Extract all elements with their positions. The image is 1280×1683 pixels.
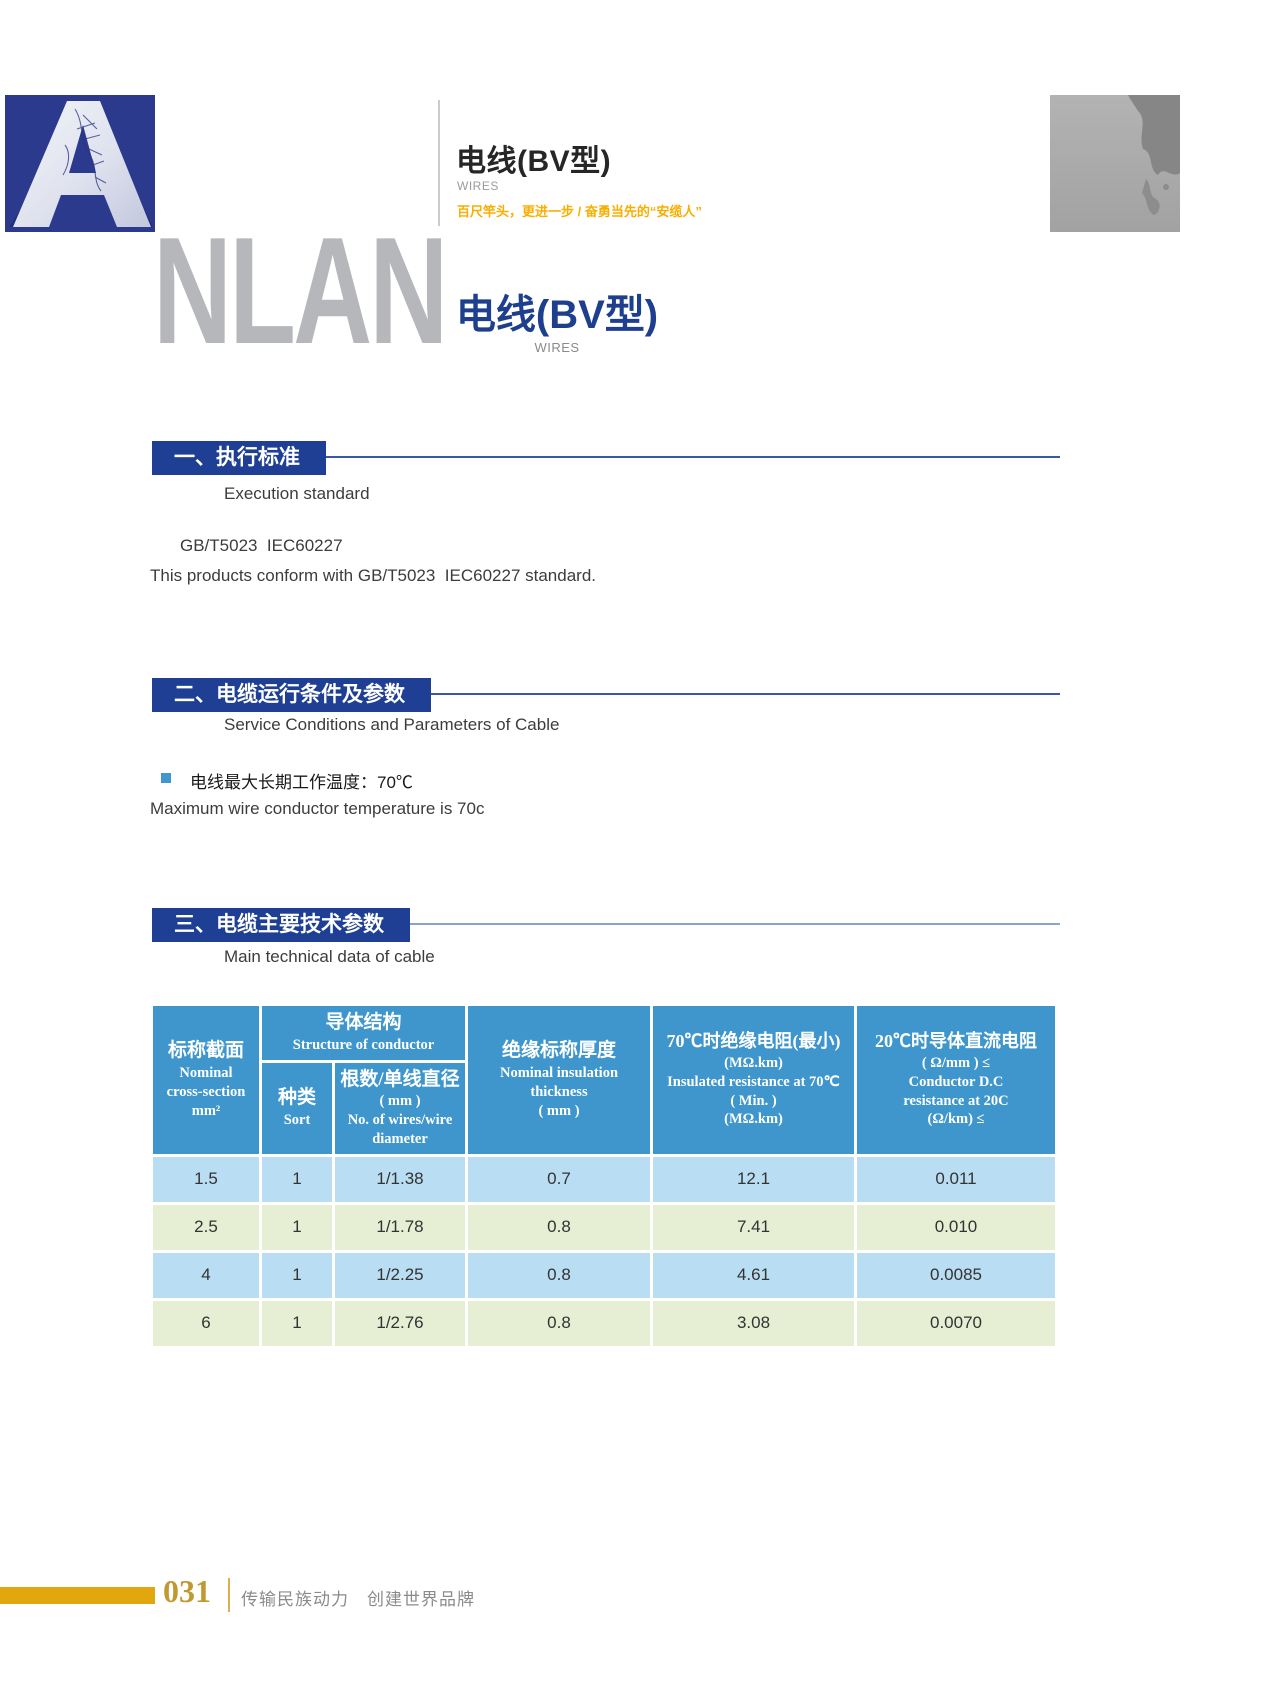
- footer-slogan: 传输民族动力 创建世界品牌: [241, 1590, 475, 1609]
- table-cell: 1/1.38: [335, 1156, 465, 1202]
- table-cell: 4: [153, 1252, 259, 1298]
- table-cell: 3.08: [653, 1300, 854, 1346]
- section1-heading: 一、执行标准: [152, 441, 326, 475]
- max-temperature-zh: 电线最大长期工作温度：70℃: [190, 773, 413, 792]
- table-cell: 0.011: [857, 1156, 1055, 1202]
- page-title: 电线(BV型): [455, 293, 659, 337]
- standard-codes: GB/T5023 IEC60227: [180, 536, 343, 555]
- section2-rule: [154, 693, 1060, 695]
- table-cell: 0.8: [468, 1252, 650, 1298]
- logo-letter-a-graphic: [5, 95, 155, 232]
- table-header: 标称截面 Nominal cross-section mm² 导体结构 Stru…: [153, 1006, 1055, 1154]
- table-row: 4 1 1/2.25 0.8 4.61 0.0085: [153, 1252, 1055, 1298]
- brand-wordmark: NLAN: [153, 206, 448, 376]
- page-subtitle: WIRES: [534, 340, 580, 355]
- header-product-subtitle: WIRES: [457, 179, 499, 193]
- map-graphic: [1050, 95, 1180, 232]
- technical-data-table: 标称截面 Nominal cross-section mm² 导体结构 Stru…: [150, 1003, 1058, 1349]
- col-nominal-section: 标称截面 Nominal cross-section mm²: [153, 1006, 259, 1154]
- col-group-structure: 导体结构 Structure of conductor: [262, 1006, 465, 1060]
- anlan-logo: [5, 95, 155, 232]
- section3-heading: 三、电缆主要技术参数: [152, 908, 410, 942]
- table-cell: 0.7: [468, 1156, 650, 1202]
- col-sort: 种类 Sort: [262, 1062, 332, 1154]
- table-cell: 4.61: [653, 1252, 854, 1298]
- col-wires-diameter: 根数/单线直径 ( mm ) No. of wires/wire diamete…: [335, 1062, 465, 1154]
- col-insulation-resistance-70c: 70℃时绝缘电阻(最小) (MΩ.km) Insulated resistanc…: [653, 1006, 854, 1154]
- brand-tagline: 百尺竿头，更进一步 / 奋勇当先的“安缆人”: [457, 204, 702, 219]
- col-insulation-thickness: 绝缘标称厚度 Nominal insulation thickness ( mm…: [468, 1006, 650, 1154]
- header-product-title: 电线(BV型): [456, 145, 612, 178]
- table-cell: 0.8: [468, 1300, 650, 1346]
- header-divider: [438, 100, 440, 226]
- table-body: 1.5 1 1/1.38 0.7 12.1 0.011 2.5 1 1/1.78 0.8 7.41 0…: [153, 1156, 1055, 1346]
- table-cell: 12.1: [653, 1156, 854, 1202]
- table-cell: 2.5: [153, 1204, 259, 1250]
- table-cell: 1: [262, 1252, 332, 1298]
- section1-rule: [154, 456, 1060, 458]
- table-cell: 1: [262, 1204, 332, 1250]
- section3-rule: [154, 923, 1060, 925]
- footer-gold-bar: [0, 1587, 155, 1604]
- table-row: 2.5 1 1/1.78 0.8 7.41 0.010: [153, 1204, 1055, 1250]
- col-dc-resistance-20c: 20℃时导体直流电阻 ( Ω/mm ) ≤ Conductor D.C resi…: [857, 1006, 1055, 1154]
- section1-subheading: Execution standard: [224, 484, 370, 503]
- max-temperature-en: Maximum wire conductor temperature is 70…: [150, 799, 485, 818]
- page-number: 031: [163, 1573, 211, 1609]
- section2-subheading: Service Conditions and Parameters of Cab…: [224, 715, 560, 734]
- table-cell: 1: [262, 1156, 332, 1202]
- table-row: 6 1 1/2.76 0.8 3.08 0.0070: [153, 1300, 1055, 1346]
- table-cell: 1/2.25: [335, 1252, 465, 1298]
- table-cell: 6: [153, 1300, 259, 1346]
- table-cell: 1: [262, 1300, 332, 1346]
- table-row: 1.5 1 1/1.38 0.7 12.1 0.011: [153, 1156, 1055, 1202]
- table-cell: 0.0070: [857, 1300, 1055, 1346]
- standard-statement: This products conform with GB/T5023 IEC6…: [150, 566, 597, 585]
- bullet-square-icon: [161, 773, 171, 783]
- table-cell: 0.010: [857, 1204, 1055, 1250]
- table-cell: 0.0085: [857, 1252, 1055, 1298]
- section3-subheading: Main technical data of cable: [224, 947, 435, 966]
- table-cell: 0.8: [468, 1204, 650, 1250]
- section2-heading: 二、电缆运行条件及参数: [152, 678, 431, 712]
- table-cell: 1.5: [153, 1156, 259, 1202]
- map-image: [1050, 95, 1180, 232]
- table-cell: 7.41: [653, 1204, 854, 1250]
- table-cell: 1/2.76: [335, 1300, 465, 1346]
- footer-divider: [228, 1578, 230, 1612]
- table-cell: 1/1.78: [335, 1204, 465, 1250]
